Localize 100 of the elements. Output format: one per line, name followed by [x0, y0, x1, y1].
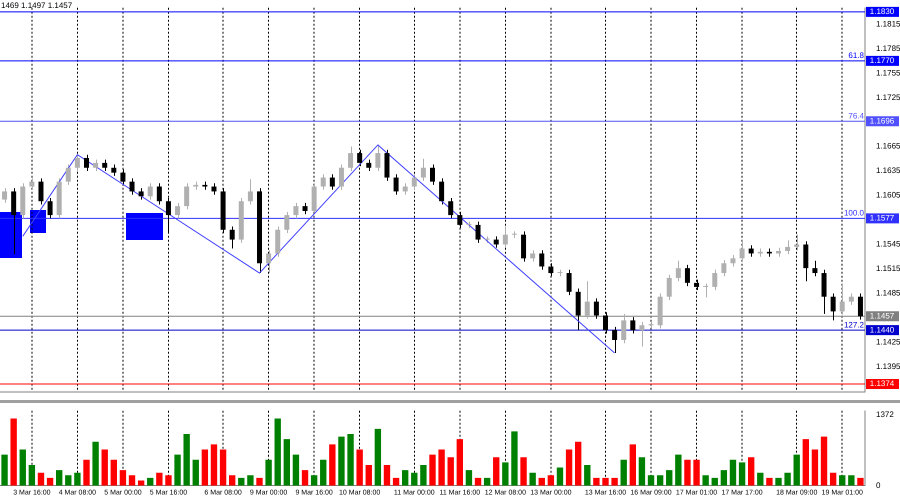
bar	[256, 478, 263, 486]
candlestick	[621, 313, 626, 344]
y-tick-label: 1.1785	[876, 44, 900, 53]
bar	[374, 428, 382, 486]
bar	[775, 478, 782, 486]
candlestick	[266, 250, 272, 274]
y-tick-label: 1.1515	[876, 264, 900, 274]
bar	[110, 460, 118, 486]
candlestick	[748, 244, 754, 258]
bar	[92, 442, 99, 486]
y-tick-label: 1.1605	[876, 190, 900, 200]
bar	[28, 464, 36, 486]
bar	[748, 457, 754, 486]
candlestick	[539, 250, 544, 270]
annotation: 1469 1.1497 1.1457	[1, 1, 73, 10]
candlestick	[584, 280, 590, 320]
bar	[611, 478, 618, 486]
candlestick	[138, 188, 144, 200]
bar	[165, 475, 172, 486]
candlestick	[293, 202, 298, 219]
candlestick	[66, 164, 71, 186]
y-tick-label: 1.1425	[876, 338, 900, 347]
bar	[392, 478, 400, 486]
annotation: 127.2	[844, 320, 865, 330]
candlestick	[330, 174, 335, 190]
bar	[420, 464, 427, 486]
bar	[520, 457, 527, 486]
bar	[529, 472, 536, 486]
candlestick	[439, 178, 444, 205]
bar	[429, 454, 436, 486]
candlestick	[712, 269, 718, 291]
ref-line-label: 1.1457	[870, 312, 895, 321]
candlestick	[11, 188, 16, 255]
candlestick	[38, 178, 44, 205]
bar	[229, 475, 236, 486]
bar	[593, 478, 600, 486]
bar	[466, 470, 472, 486]
bar	[738, 462, 746, 486]
candlestick	[576, 288, 581, 331]
bar	[511, 431, 518, 486]
y-tick-label: 1372	[876, 410, 894, 420]
ref-line-label: 1.1374	[870, 379, 895, 388]
bar	[830, 472, 836, 486]
candlestick	[275, 226, 280, 258]
bar	[538, 478, 545, 486]
candlestick	[666, 274, 672, 300]
bar	[630, 444, 636, 486]
bar	[456, 439, 464, 486]
bar	[384, 464, 390, 486]
candlestick	[93, 159, 98, 172]
candlestick	[840, 283, 845, 316]
ref-line-label: 1.1830	[870, 7, 895, 16]
bar	[438, 449, 445, 486]
candlestick	[822, 269, 827, 314]
bar	[138, 480, 144, 486]
candlestick	[420, 158, 426, 182]
bar	[839, 475, 846, 486]
y-tick-label: 1.1395	[876, 362, 900, 372]
candlestick	[375, 144, 380, 172]
bar	[574, 442, 582, 486]
candlestick	[175, 202, 180, 219]
bar	[720, 470, 728, 486]
y-tick-label: 0	[876, 480, 881, 490]
bar	[656, 475, 664, 486]
candlestick	[148, 182, 153, 200]
candlestick	[794, 234, 800, 251]
candlestick	[612, 326, 618, 354]
candlestick	[230, 226, 235, 250]
bar	[848, 475, 855, 486]
bar	[238, 478, 244, 486]
candlestick	[858, 292, 863, 320]
candlestick	[803, 240, 808, 282]
candlestick	[830, 292, 836, 321]
bar	[147, 478, 154, 486]
bar	[65, 475, 72, 486]
bar	[402, 470, 408, 486]
candlestick	[448, 197, 454, 219]
candlestick	[639, 322, 644, 347]
candlestick	[785, 240, 790, 255]
bar	[693, 460, 700, 486]
candlestick	[102, 159, 108, 172]
bar	[675, 454, 682, 486]
bar	[265, 460, 272, 486]
candlestick	[412, 174, 417, 190]
candlestick	[566, 269, 572, 296]
candlestick	[338, 164, 344, 190]
candlestick	[74, 154, 80, 172]
candlestick	[84, 154, 90, 172]
candlestick	[530, 250, 536, 262]
bar	[10, 418, 17, 486]
candlestick	[684, 264, 690, 287]
candlestick	[302, 202, 308, 215]
bar	[20, 449, 26, 486]
bar	[156, 472, 163, 486]
ref-line-label: 1.1440	[870, 325, 895, 334]
bar	[702, 475, 709, 486]
candlestick	[740, 240, 745, 262]
candlestick	[430, 164, 436, 186]
bar	[857, 478, 864, 486]
candlestick	[502, 226, 508, 248]
